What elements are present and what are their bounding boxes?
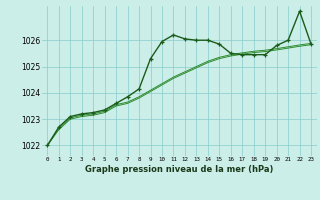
X-axis label: Graphe pression niveau de la mer (hPa): Graphe pression niveau de la mer (hPa) (85, 165, 273, 174)
